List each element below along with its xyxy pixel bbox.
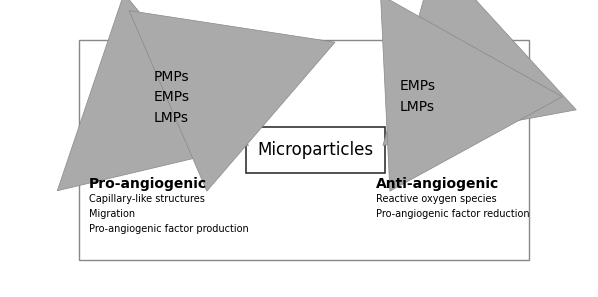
Text: Pro-angiogenic factor reduction: Pro-angiogenic factor reduction xyxy=(376,209,530,219)
Text: Anti-angiogenic: Anti-angiogenic xyxy=(376,177,499,191)
Text: Pro-angiogenic factor production: Pro-angiogenic factor production xyxy=(89,224,248,234)
FancyBboxPatch shape xyxy=(246,127,385,173)
Text: LMPs: LMPs xyxy=(154,111,188,125)
Text: PMPs: PMPs xyxy=(154,70,189,84)
Text: LMPs: LMPs xyxy=(399,99,434,113)
Text: Microparticles: Microparticles xyxy=(258,141,374,159)
Text: Reactive oxygen species: Reactive oxygen species xyxy=(376,194,496,204)
Text: EMPs: EMPs xyxy=(154,90,190,104)
Text: EMPs: EMPs xyxy=(399,79,435,93)
Text: Pro-angiogenic: Pro-angiogenic xyxy=(89,177,207,191)
Text: Capillary-like structures: Capillary-like structures xyxy=(89,194,205,204)
Text: Migration: Migration xyxy=(89,209,135,219)
